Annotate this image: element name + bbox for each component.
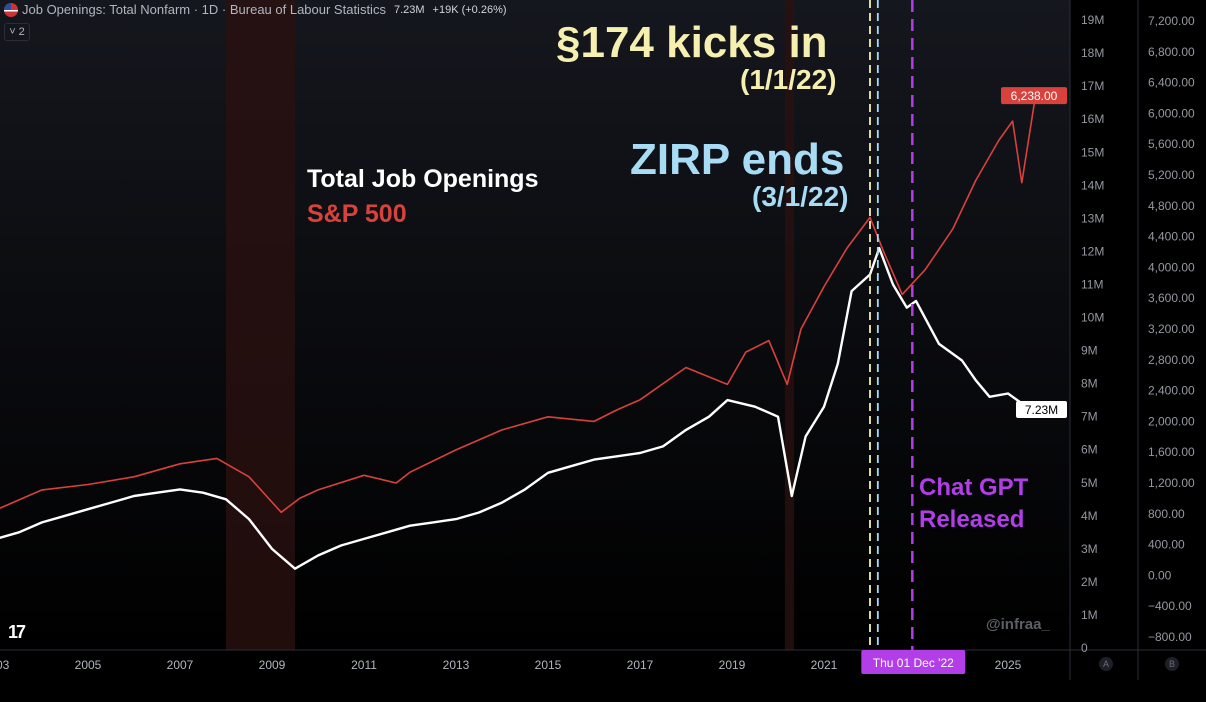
axis-b-tick: 7,200.00	[1148, 14, 1195, 28]
axis-b-tick: 4,800.00	[1148, 199, 1195, 213]
annotation-s174-title: §174 kicks in	[556, 18, 828, 67]
axis-a-tick: 5M	[1081, 476, 1098, 490]
chart-header: Job Openings: Total Nonfarm · 1D · Burea…	[4, 2, 507, 17]
axis-a-tick: 18M	[1081, 46, 1104, 60]
axis-b-tick: 2,400.00	[1148, 384, 1195, 398]
tradingview-logo[interactable]: 17	[8, 622, 26, 642]
sp500-last-value: 6,238.00	[1011, 89, 1058, 103]
time-axis-tick: 2005	[75, 658, 102, 672]
annotation-chatgpt-line2: Released	[919, 506, 1025, 533]
time-axis-tick: 2015	[535, 658, 562, 672]
crosshair-date-label: Thu 01 Dec '22	[873, 656, 954, 670]
legend-jobs: Total Job Openings	[307, 165, 539, 193]
axis-a-tick: 14M	[1081, 178, 1104, 192]
axis-b-badge[interactable]	[1165, 657, 1179, 671]
time-axis-tick: 2011	[351, 658, 377, 672]
change-value: +19K (+0.26%)	[432, 3, 507, 16]
axis-a-tick: 15M	[1081, 145, 1104, 159]
axis-a-tick: 1M	[1081, 608, 1098, 622]
collapse-indicators-button[interactable]: ˅ 2	[4, 23, 30, 41]
jobs-last-value-badge	[1016, 401, 1067, 419]
axis-b-tick: −400.00	[1148, 599, 1192, 613]
axis-a-tick: 11M	[1081, 277, 1103, 291]
annotation-zirp-title: ZIRP ends	[630, 135, 845, 184]
annotation-chatgpt-line1: Chat GPT	[919, 474, 1029, 501]
axis-a-tick: 12M	[1081, 244, 1104, 258]
axis-b-tick: 0.00	[1148, 568, 1172, 582]
recession-band	[784, 0, 795, 650]
axis-b-tick: 6,400.00	[1148, 76, 1195, 90]
axis-b-tick: 1,200.00	[1148, 476, 1195, 490]
time-axis-tick: 2013	[443, 658, 470, 672]
sp500-last-value-badge	[1001, 87, 1067, 105]
plot-area[interactable]	[0, 0, 1070, 650]
time-axis-tick: 2007	[167, 658, 194, 672]
axis-b-tick: 2,000.00	[1148, 414, 1195, 428]
jobs-last-value: 7.23M	[1025, 403, 1058, 417]
annotation-s174-date: (1/1/22)	[740, 64, 837, 95]
axis-a-tick: 19M	[1081, 13, 1104, 27]
last-value: 7.23M	[393, 3, 425, 16]
axis-b-tick: 6,800.00	[1148, 45, 1195, 59]
axis-a-tick: 3M	[1081, 542, 1098, 556]
time-axis-tick: 2025	[995, 658, 1022, 672]
axis-b-tick: 5,200.00	[1148, 168, 1195, 182]
axis-a-tick: 0	[1081, 641, 1088, 655]
recession-band	[226, 0, 295, 650]
sp500-line[interactable]	[0, 94, 1037, 514]
axis-a-tick: 13M	[1081, 211, 1104, 225]
axis-a-tick: 9M	[1081, 344, 1098, 358]
time-axis-tick: 2009	[259, 658, 286, 672]
jobs-line[interactable]	[0, 246, 1037, 570]
axis-b-label: B	[1169, 659, 1175, 669]
indicator-count: 2	[18, 26, 25, 38]
axis-a-badge[interactable]	[1099, 657, 1113, 671]
axis-b-tick: 400.00	[1148, 538, 1185, 552]
time-axis-tick: 2003	[0, 658, 10, 672]
axis-a-tick: 6M	[1081, 443, 1098, 457]
annotation-zirp-date: (3/1/22)	[752, 181, 849, 212]
crosshair-date-badge	[861, 650, 966, 674]
axis-b-tick: 3,600.00	[1148, 291, 1195, 305]
us-flag-icon	[4, 2, 18, 17]
time-axis-tick: 2017	[627, 658, 654, 672]
axis-b-tick: 4,000.00	[1148, 260, 1195, 274]
legend-sp500: S&P 500	[307, 200, 407, 228]
axis-a-tick: 7M	[1081, 410, 1098, 424]
watermark: @infraa_	[986, 616, 1050, 633]
time-axis-tick: 2019	[719, 658, 746, 672]
axis-a-tick: 2M	[1081, 575, 1098, 589]
series-title[interactable]: Job Openings: Total Nonfarm · 1D · Burea…	[22, 2, 386, 17]
axis-b-tick: 800.00	[1148, 507, 1185, 521]
axis-b-tick: 3,200.00	[1148, 322, 1195, 336]
axis-b-tick: 2,800.00	[1148, 353, 1195, 367]
axis-b-tick: 4,400.00	[1148, 230, 1195, 244]
axis-a-tick: 8M	[1081, 377, 1098, 391]
axis-a-tick: 10M	[1081, 311, 1104, 325]
axis-a-tick: 16M	[1081, 112, 1104, 126]
time-axis-tick: 2021	[811, 658, 838, 672]
axis-b-tick: 6,000.00	[1148, 106, 1195, 120]
axis-a-tick: 4M	[1081, 509, 1098, 523]
axis-a-tick: 17M	[1081, 79, 1104, 93]
axis-b-tick: 5,600.00	[1148, 137, 1195, 151]
axis-a-label: A	[1103, 659, 1109, 669]
axis-b-tick: −800.00	[1148, 630, 1192, 644]
axis-b-tick: 1,600.00	[1148, 445, 1195, 459]
